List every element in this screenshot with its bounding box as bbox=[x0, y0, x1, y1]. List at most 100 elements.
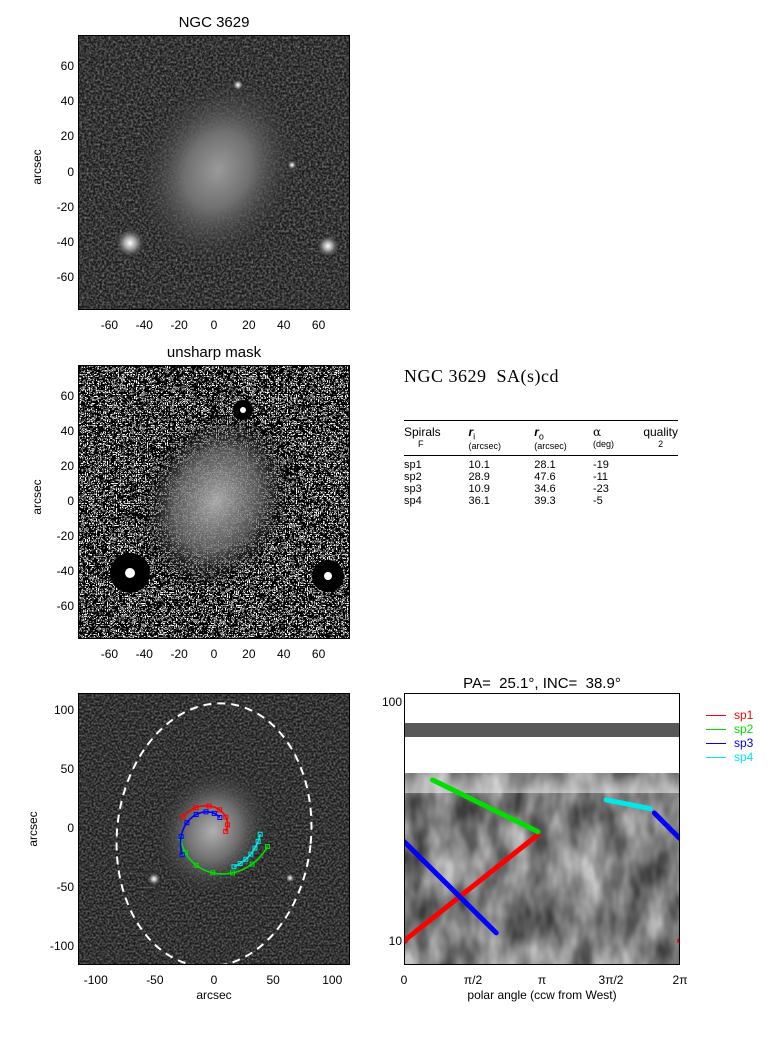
x-tick-label: 60 bbox=[311, 318, 326, 332]
col-spirals: Spirals F bbox=[404, 425, 441, 449]
sp3-marker bbox=[211, 810, 217, 816]
y-tick-label: -50 bbox=[56, 880, 74, 895]
x-tick-label: 100 bbox=[322, 973, 343, 987]
sp2-marker bbox=[230, 870, 236, 876]
sp3-line bbox=[651, 810, 680, 842]
y-tick-label: 100 bbox=[381, 694, 402, 709]
y-tick-label: 0 bbox=[67, 494, 74, 508]
panel4-xticks: 0 π/2 π 3π/2 2π bbox=[401, 973, 688, 989]
sp1-marker bbox=[223, 814, 229, 820]
table-header-row: Spirals F ri (arcsec) ro (arcsec) α (deg… bbox=[404, 425, 682, 451]
x-tick-label: 0 bbox=[210, 318, 218, 332]
panel3-xlabel: arcsec bbox=[196, 988, 232, 1002]
panel1-xticks: -60 -40 -20 0 20 40 60 bbox=[78, 318, 350, 334]
sp4-line bbox=[603, 797, 653, 812]
sp4-marker bbox=[231, 864, 237, 870]
x-tick-label: π bbox=[537, 973, 547, 987]
table-cell-ro: 34.6 bbox=[534, 483, 556, 496]
sp2-marker bbox=[265, 843, 271, 849]
sp3-marker bbox=[179, 852, 185, 858]
sp4-marker bbox=[237, 860, 243, 866]
y-tick-label: 40 bbox=[60, 93, 74, 108]
legend: sp1 sp2 sp3 sp4 bbox=[706, 708, 774, 764]
panel3-image bbox=[78, 693, 350, 965]
x-tick-label: -40 bbox=[135, 647, 153, 661]
col-alpha: α (deg) bbox=[592, 425, 614, 449]
panel2-title: unsharp mask bbox=[166, 344, 262, 361]
y-tick-label: 20 bbox=[60, 458, 74, 473]
y-tick-label: 50 bbox=[60, 761, 74, 776]
legend-label: sp4 bbox=[734, 750, 754, 764]
table-cell-ri: 28.9 bbox=[468, 471, 490, 484]
sp4-marker bbox=[255, 838, 261, 844]
sp3-line bbox=[404, 838, 499, 936]
legend-item-sp4: sp4 bbox=[706, 750, 774, 764]
sp3-marker bbox=[193, 812, 199, 818]
galaxy-title: NGC 3629 SA(s)cd bbox=[404, 366, 559, 386]
y-tick-label: 0 bbox=[67, 821, 74, 835]
sp1-marker bbox=[225, 822, 231, 828]
sp4-arm bbox=[233, 834, 261, 868]
y-tick-label: 10 bbox=[388, 933, 402, 948]
table-cell-name: sp3 bbox=[404, 483, 422, 496]
y-tick-label: 60 bbox=[60, 58, 74, 73]
panel4-title: PA= 25.1°, INC= 38.9° bbox=[463, 675, 621, 692]
spiral-table: Spirals F ri (arcsec) ro (arcsec) α (deg… bbox=[404, 425, 682, 507]
y-tick-label: -40 bbox=[56, 235, 74, 249]
legend-swatch bbox=[706, 714, 726, 716]
col-quality: quality 2 bbox=[643, 425, 678, 449]
table-cell-alpha: -11 bbox=[592, 471, 609, 484]
y-tick-label: -60 bbox=[56, 599, 74, 614]
table-cell-ro: 47.6 bbox=[534, 471, 556, 484]
y-tick-label: 20 bbox=[60, 129, 74, 144]
y-tick-label: -40 bbox=[56, 564, 74, 579]
y-tick-label: -60 bbox=[56, 270, 74, 285]
x-tick-label: -100 bbox=[83, 973, 108, 987]
panel3-xticks: -100 -50 0 50 100 bbox=[78, 973, 350, 989]
table-cell-alpha: -23 bbox=[592, 483, 609, 496]
table-cell-name: sp2 bbox=[404, 471, 422, 484]
sp2-marker bbox=[210, 870, 216, 876]
sp2-marker bbox=[193, 862, 199, 868]
legend-label: sp3 bbox=[734, 736, 754, 750]
y-tick-label: -100 bbox=[49, 939, 74, 954]
sp1-marker bbox=[217, 807, 223, 813]
x-tick-label: 0 bbox=[210, 973, 218, 987]
table-cell-ri: 36.1 bbox=[468, 495, 490, 508]
table-cell-ri: 10.1 bbox=[468, 459, 490, 472]
panel2-image bbox=[78, 365, 350, 639]
y-tick-label: 100 bbox=[53, 702, 74, 717]
x-tick-label: -50 bbox=[146, 973, 164, 987]
legend-label: sp1 bbox=[734, 708, 754, 722]
table-cell-alpha: -5 bbox=[592, 495, 603, 508]
x-tick-label: -60 bbox=[100, 318, 119, 332]
table-row: sp2 28.9 47.6 -11 bbox=[404, 471, 682, 483]
col-ro: ro (arcsec) bbox=[534, 425, 567, 452]
table-cell-name: sp1 bbox=[404, 459, 422, 472]
panel2-yticks: 60 40 20 0 -20 -40 -60 bbox=[40, 365, 74, 639]
y-tick-label: -20 bbox=[56, 529, 74, 544]
sp1-marker bbox=[206, 803, 212, 809]
x-tick-label: -60 bbox=[100, 647, 119, 661]
sp3-marker bbox=[217, 815, 223, 821]
sp2-marker bbox=[249, 861, 255, 867]
table-row: sp1 10.1 28.1 -19 bbox=[404, 459, 682, 471]
x-tick-label: 20 bbox=[242, 647, 256, 661]
panel3-yticks: 100 50 0 -50 -100 bbox=[36, 693, 74, 965]
legend-swatch bbox=[706, 728, 726, 730]
x-tick-label: 40 bbox=[277, 647, 291, 661]
col-ri: ri (arcsec) bbox=[468, 425, 502, 452]
y-tick-label: 0 bbox=[67, 164, 74, 179]
sp1-arm bbox=[182, 804, 229, 832]
sp1-marker bbox=[180, 814, 186, 820]
panel4-yticks: 100 10 bbox=[366, 693, 402, 965]
x-tick-label: 0 bbox=[210, 647, 218, 661]
sp4-marker bbox=[257, 831, 263, 837]
x-tick-label: 50 bbox=[266, 973, 280, 987]
legend-label: sp2 bbox=[734, 722, 754, 736]
legend-swatch bbox=[706, 756, 726, 758]
sp3-marker bbox=[178, 834, 184, 840]
sp3-marker bbox=[184, 820, 190, 826]
sp1-line bbox=[404, 832, 541, 944]
x-tick-label: 2π bbox=[672, 973, 688, 987]
